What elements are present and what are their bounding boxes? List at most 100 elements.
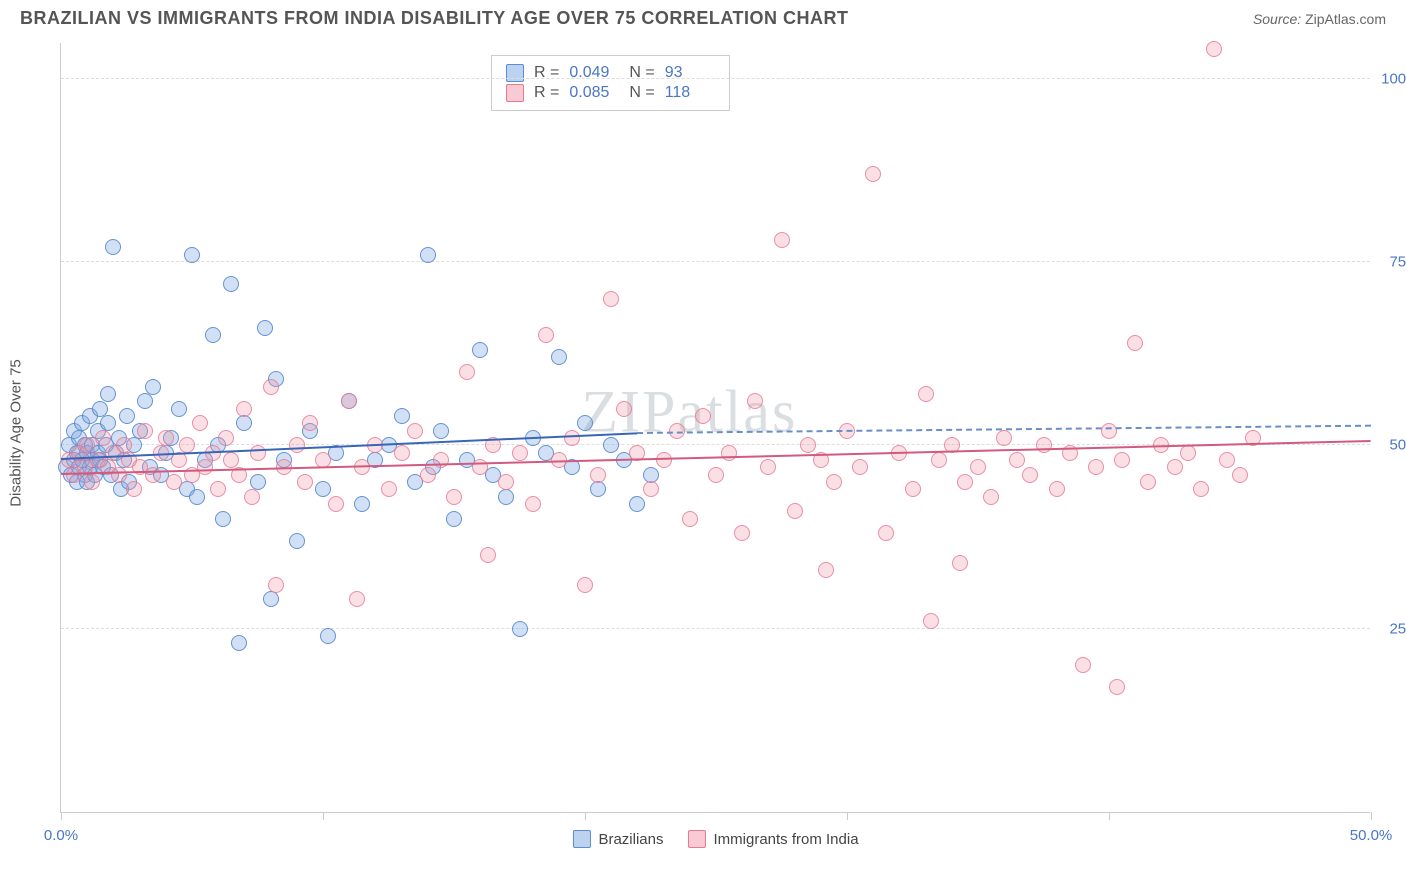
scatter-point — [1140, 474, 1156, 490]
scatter-point — [341, 393, 357, 409]
scatter-point — [433, 423, 449, 439]
scatter-point — [577, 577, 593, 593]
scatter-point — [1049, 481, 1065, 497]
scatter-point — [656, 452, 672, 468]
scatter-point — [1101, 423, 1117, 439]
scatter-point — [223, 276, 239, 292]
scatter-point — [349, 591, 365, 607]
scatter-point — [215, 511, 231, 527]
scatter-point — [512, 621, 528, 637]
series-legend: Brazilians Immigrants from India — [572, 830, 858, 848]
chart-header: BRAZILIAN VS IMMIGRANTS FROM INDIA DISAB… — [0, 0, 1406, 33]
legend-swatch — [506, 64, 524, 82]
scatter-point — [1180, 445, 1196, 461]
scatter-point — [250, 445, 266, 461]
legend-label: Brazilians — [598, 831, 663, 848]
x-tick — [323, 812, 324, 820]
scatter-point — [800, 437, 816, 453]
scatter-point — [231, 635, 247, 651]
scatter-point — [643, 467, 659, 483]
scatter-point — [603, 291, 619, 307]
scatter-point — [878, 525, 894, 541]
x-tick — [1371, 812, 1372, 820]
stats-legend-box: R =0.049N =93R =0.085N =118 — [491, 55, 730, 111]
scatter-point — [116, 437, 132, 453]
scatter-point — [1193, 481, 1209, 497]
scatter-point — [95, 430, 111, 446]
scatter-point — [263, 379, 279, 395]
scatter-point — [289, 533, 305, 549]
scatter-point — [446, 489, 462, 505]
scatter-point — [289, 437, 305, 453]
stats-row: R =0.085N =118 — [506, 84, 715, 102]
scatter-point — [1219, 452, 1235, 468]
scatter-point — [498, 489, 514, 505]
y-tick-label: 25.0% — [1376, 620, 1406, 637]
scatter-point — [551, 349, 567, 365]
scatter-point — [420, 467, 436, 483]
scatter-point — [179, 437, 195, 453]
y-tick-label: 50.0% — [1376, 437, 1406, 454]
scatter-point — [590, 467, 606, 483]
scatter-point — [760, 459, 776, 475]
scatter-point — [354, 496, 370, 512]
scatter-point — [1232, 467, 1248, 483]
scatter-point — [538, 327, 554, 343]
legend-swatch — [506, 84, 524, 102]
scatter-point — [210, 481, 226, 497]
scatter-point — [394, 408, 410, 424]
scatter-point — [263, 591, 279, 607]
scatter-point — [852, 459, 868, 475]
scatter-point — [616, 401, 632, 417]
scatter-point — [1109, 679, 1125, 695]
source-value: ZipAtlas.com — [1305, 11, 1386, 27]
stat-n-label: N = — [629, 84, 654, 102]
stats-row: R =0.049N =93 — [506, 64, 715, 82]
scatter-point — [1075, 657, 1091, 673]
scatter-point — [1167, 459, 1183, 475]
scatter-point — [1022, 467, 1038, 483]
scatter-point — [708, 467, 724, 483]
legend-item: Immigrants from India — [687, 830, 858, 848]
x-tick — [61, 812, 62, 820]
scatter-point — [145, 379, 161, 395]
scatter-point — [747, 393, 763, 409]
x-tick — [585, 812, 586, 820]
scatter-point — [268, 577, 284, 593]
scatter-point — [223, 452, 239, 468]
scatter-point — [1036, 437, 1052, 453]
watermark: ZIPatlas — [581, 378, 797, 447]
source-attribution: Source: ZipAtlas.com — [1253, 11, 1386, 27]
scatter-point — [629, 496, 645, 512]
scatter-point — [918, 386, 934, 402]
scatter-point — [158, 430, 174, 446]
scatter-point — [100, 386, 116, 402]
scatter-point — [774, 232, 790, 248]
scatter-point — [905, 481, 921, 497]
y-tick-label: 100.0% — [1376, 70, 1406, 87]
scatter-point — [957, 474, 973, 490]
scatter-point — [818, 562, 834, 578]
scatter-point — [480, 547, 496, 563]
scatter-point — [1127, 335, 1143, 351]
legend-swatch — [572, 830, 590, 848]
scatter-point — [137, 423, 153, 439]
plot-area: ZIPatlas R =0.049N =93R =0.085N =118 Bra… — [60, 43, 1370, 813]
scatter-point — [459, 364, 475, 380]
scatter-point — [218, 430, 234, 446]
scatter-point — [394, 445, 410, 461]
scatter-point — [250, 474, 266, 490]
scatter-point — [79, 437, 95, 453]
stat-r-value: 0.085 — [569, 84, 619, 102]
scatter-point — [577, 415, 593, 431]
scatter-point — [320, 628, 336, 644]
stat-r-value: 0.049 — [569, 64, 619, 82]
scatter-point — [787, 503, 803, 519]
scatter-point — [236, 415, 252, 431]
scatter-point — [931, 452, 947, 468]
scatter-point — [92, 401, 108, 417]
gridline-h — [61, 78, 1370, 79]
scatter-point — [734, 525, 750, 541]
scatter-point — [1114, 452, 1130, 468]
scatter-point — [446, 511, 462, 527]
